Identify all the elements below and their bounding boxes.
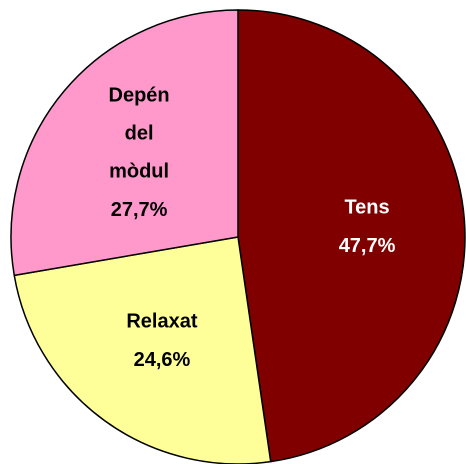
slice-label: Relaxat: [126, 311, 197, 333]
pie-slice: [237, 9, 466, 463]
slice-label: Tens: [344, 197, 389, 219]
pie-slice: [10, 9, 239, 277]
slice-value-label: 27,7%: [111, 199, 168, 221]
slice-label: Depén del mòdul: [109, 85, 170, 183]
slice-value-label: 24,6%: [134, 349, 191, 371]
slice-value-label: 47,7%: [339, 235, 396, 257]
